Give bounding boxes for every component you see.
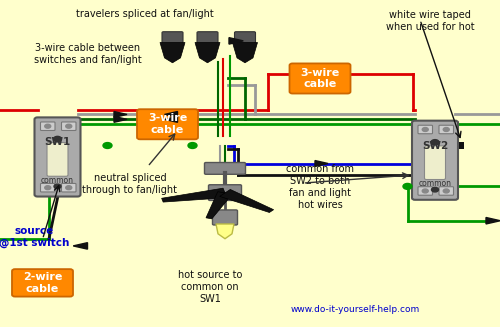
FancyBboxPatch shape	[212, 210, 238, 225]
FancyBboxPatch shape	[234, 32, 256, 43]
Circle shape	[431, 140, 439, 145]
FancyBboxPatch shape	[439, 187, 454, 195]
Polygon shape	[160, 43, 185, 63]
Circle shape	[422, 128, 428, 131]
Circle shape	[66, 186, 72, 190]
FancyBboxPatch shape	[47, 143, 68, 176]
FancyBboxPatch shape	[290, 63, 350, 94]
Text: common from
SW2 to both
fan and light
hot wires: common from SW2 to both fan and light ho…	[286, 164, 354, 210]
FancyBboxPatch shape	[197, 32, 218, 43]
Text: travelers spliced at fan/light: travelers spliced at fan/light	[76, 9, 214, 19]
Polygon shape	[315, 161, 328, 166]
Polygon shape	[162, 188, 227, 202]
Circle shape	[45, 186, 51, 190]
Text: 3-wire
cable: 3-wire cable	[148, 113, 187, 135]
Text: www.do-it-yourself-help.com: www.do-it-yourself-help.com	[290, 305, 420, 314]
Polygon shape	[164, 112, 177, 117]
Text: SW2: SW2	[422, 141, 448, 150]
Polygon shape	[232, 43, 258, 63]
Text: 3-wire
cable: 3-wire cable	[300, 68, 340, 89]
Circle shape	[66, 124, 72, 128]
Text: neutral spliced
through to fan/light: neutral spliced through to fan/light	[82, 173, 178, 195]
Circle shape	[54, 184, 61, 189]
Polygon shape	[229, 38, 244, 44]
Polygon shape	[486, 217, 500, 224]
Text: hot source to
common on
SW1: hot source to common on SW1	[178, 270, 242, 304]
Text: common: common	[418, 179, 452, 188]
FancyBboxPatch shape	[137, 109, 198, 139]
Text: common: common	[41, 176, 74, 185]
FancyBboxPatch shape	[34, 117, 80, 197]
Text: 3-wire cable between
switches and fan/light: 3-wire cable between switches and fan/li…	[34, 43, 142, 64]
Circle shape	[103, 143, 112, 148]
Circle shape	[422, 189, 428, 193]
Polygon shape	[164, 116, 177, 122]
Polygon shape	[114, 116, 127, 122]
Text: source
@1st switch: source @1st switch	[0, 226, 69, 248]
FancyBboxPatch shape	[162, 32, 183, 43]
Circle shape	[188, 143, 197, 148]
Polygon shape	[114, 112, 127, 117]
Polygon shape	[216, 224, 234, 239]
Circle shape	[403, 183, 412, 189]
Text: white wire taped
when used for hot: white wire taped when used for hot	[386, 10, 474, 32]
Polygon shape	[73, 243, 88, 249]
Polygon shape	[206, 192, 232, 219]
FancyBboxPatch shape	[412, 121, 458, 200]
Circle shape	[444, 189, 449, 193]
Polygon shape	[195, 43, 220, 63]
Circle shape	[54, 136, 62, 142]
FancyBboxPatch shape	[12, 269, 73, 297]
FancyBboxPatch shape	[208, 185, 242, 200]
FancyBboxPatch shape	[439, 125, 454, 134]
FancyBboxPatch shape	[459, 142, 464, 149]
Circle shape	[432, 187, 438, 192]
FancyBboxPatch shape	[204, 163, 246, 174]
FancyBboxPatch shape	[418, 125, 432, 134]
Circle shape	[444, 128, 449, 131]
Text: SW1: SW1	[44, 137, 70, 147]
FancyBboxPatch shape	[62, 183, 76, 192]
Polygon shape	[220, 189, 274, 213]
FancyBboxPatch shape	[40, 122, 55, 130]
Text: 2-wire
cable: 2-wire cable	[23, 272, 62, 294]
Circle shape	[45, 124, 51, 128]
FancyBboxPatch shape	[62, 122, 76, 130]
FancyBboxPatch shape	[40, 183, 55, 192]
FancyBboxPatch shape	[418, 187, 432, 195]
FancyBboxPatch shape	[424, 146, 446, 180]
